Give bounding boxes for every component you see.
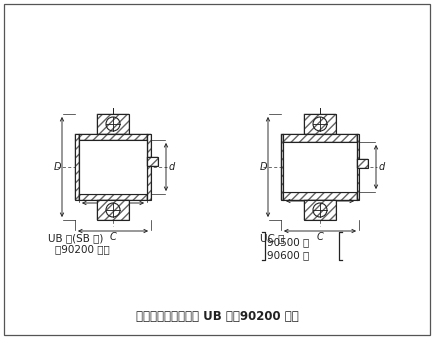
- Polygon shape: [79, 194, 147, 200]
- Text: B: B: [110, 204, 116, 214]
- Text: 带顶丝外球面球轴承 UB 型（90200 型）: 带顶丝外球面球轴承 UB 型（90200 型）: [135, 311, 299, 323]
- Polygon shape: [281, 134, 283, 200]
- Polygon shape: [147, 157, 158, 165]
- Text: d: d: [379, 162, 385, 172]
- Text: 90500 型: 90500 型: [267, 237, 309, 247]
- Text: 90600 型: 90600 型: [267, 250, 309, 260]
- Polygon shape: [283, 192, 357, 200]
- Polygon shape: [97, 114, 129, 134]
- Polygon shape: [79, 140, 147, 194]
- Polygon shape: [357, 159, 368, 167]
- Text: C: C: [110, 232, 116, 242]
- Polygon shape: [283, 134, 357, 142]
- Text: B: B: [317, 202, 323, 212]
- Text: d: d: [169, 162, 175, 172]
- Polygon shape: [283, 142, 357, 192]
- Text: D: D: [259, 162, 267, 172]
- Text: UC 型: UC 型: [260, 233, 284, 243]
- Polygon shape: [79, 134, 147, 140]
- Text: D: D: [53, 162, 61, 172]
- Text: C: C: [317, 232, 323, 242]
- Polygon shape: [357, 134, 359, 200]
- Polygon shape: [304, 114, 336, 134]
- Text: （90200 型）: （90200 型）: [55, 244, 110, 254]
- Polygon shape: [97, 200, 129, 220]
- Polygon shape: [304, 200, 336, 220]
- Polygon shape: [75, 134, 79, 200]
- Text: UB 型(SB 型): UB 型(SB 型): [48, 233, 103, 243]
- Polygon shape: [147, 134, 151, 200]
